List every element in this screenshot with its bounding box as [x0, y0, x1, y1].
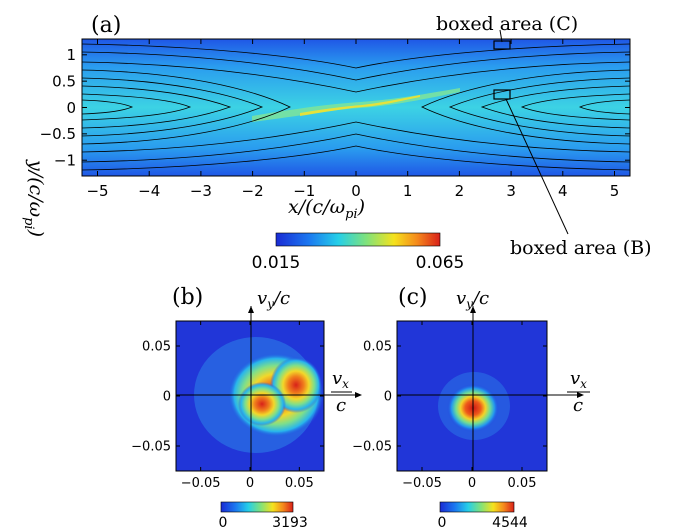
- x-tick-label: 5: [610, 182, 620, 200]
- x-tick-label: −1: [293, 182, 315, 200]
- y-tick-label: 0: [66, 99, 76, 117]
- y-tick-label: 0.05: [363, 340, 392, 355]
- x-tick-label: −2: [242, 182, 264, 200]
- y-tick-label: −0.05: [352, 440, 392, 455]
- x-tick-label: 0: [246, 476, 254, 491]
- x-tick-label: −0.05: [181, 476, 221, 491]
- x-tick-label: −5: [86, 182, 108, 200]
- panel-a-colorbar-max: 0.065: [416, 253, 465, 273]
- x-tick-label: 0.05: [508, 476, 537, 491]
- svg-text:c: c: [336, 395, 346, 416]
- arrow-b: [505, 98, 569, 235]
- panel-c-colorbar-max: 4544: [492, 515, 528, 531]
- panel-c-y-tick-labels: 0.05 0 −0.05: [352, 340, 392, 455]
- x-tick-label: 4: [558, 182, 568, 200]
- y-tick-label: −1: [54, 151, 76, 169]
- panel-c-colorbar: [439, 501, 515, 513]
- x-tick-label: 0.05: [285, 476, 314, 491]
- annotation-boxed-b: boxed area (B): [510, 237, 652, 259]
- y-tick-label: 1: [66, 46, 76, 64]
- panel-b-heatmap: [176, 321, 324, 471]
- panel-a-heatmap: [82, 39, 630, 176]
- panel-a-xlabel: x/(c/ωpi): [288, 196, 365, 222]
- panel-a-colorbar: [275, 232, 441, 247]
- x-tick-label: −4: [138, 182, 160, 200]
- x-tick-label: 3: [506, 182, 516, 200]
- panel-a-colorbar-min: 0.015: [252, 253, 301, 273]
- panel-b-colorbar-min: 0: [219, 515, 228, 531]
- panel-b-x-tick-labels: −0.05 0 0.05: [181, 476, 314, 491]
- panel-a-label: (a): [91, 13, 121, 38]
- panel-a: [81, 29, 631, 235]
- y-tick-label: 0: [384, 390, 392, 405]
- panel-c-x-tick-labels: −0.05 0 0.05: [402, 476, 536, 491]
- arrow-c: [499, 29, 503, 43]
- x-tick-label: −0.05: [402, 476, 442, 491]
- x-tick-label: 1: [403, 182, 413, 200]
- x-tick-label: 2: [455, 182, 465, 200]
- x-tick-label: 0: [468, 476, 476, 491]
- boxed-area-b-rect: [493, 89, 511, 100]
- panel-c-heatmap: [397, 321, 547, 471]
- panel-c-xlabel: vx c: [567, 368, 590, 416]
- panel-b-y-tick-labels: 0.05 0 −0.05: [131, 340, 171, 455]
- panel-c-label: (c): [398, 285, 428, 310]
- panel-b-label: (b): [172, 285, 203, 310]
- svg-text:vx: vx: [332, 368, 349, 391]
- svg-text:c: c: [573, 395, 583, 416]
- panel-b-colorbar-max: 3193: [272, 515, 308, 531]
- panel-b-colorbar: [220, 501, 294, 513]
- panel-b-xlabel: vx c: [331, 368, 352, 416]
- y-tick-label: 0.05: [142, 340, 171, 355]
- svg-text:vx: vx: [570, 368, 587, 391]
- x-tick-label: 0: [351, 182, 361, 200]
- y-tick-label: −0.05: [131, 440, 171, 455]
- panel-c-ylabel: vy/c: [456, 288, 489, 311]
- panel-a-y-tick-labels: 1 0.5 0 −0.5 −1: [40, 46, 76, 169]
- annotation-boxed-c: boxed area (C): [436, 13, 578, 35]
- y-tick-label: 0: [163, 390, 171, 405]
- panel-a-tick-marks: [82, 39, 630, 176]
- x-tick-label: −3: [190, 182, 212, 200]
- panel-b-ylabel: vy/c: [257, 288, 290, 311]
- y-tick-label: 0.5: [52, 72, 76, 90]
- y-tick-label: −0.5: [40, 125, 76, 143]
- panel-a-x-tick-labels: −5 −4 −3 −2 −1 0 1 2 3 4 5: [86, 182, 619, 200]
- panel-c-colorbar-min: 0: [438, 515, 447, 531]
- field-lines: [82, 43, 630, 171]
- panel-a-ylabel: y/(c/ωpi): [21, 159, 47, 237]
